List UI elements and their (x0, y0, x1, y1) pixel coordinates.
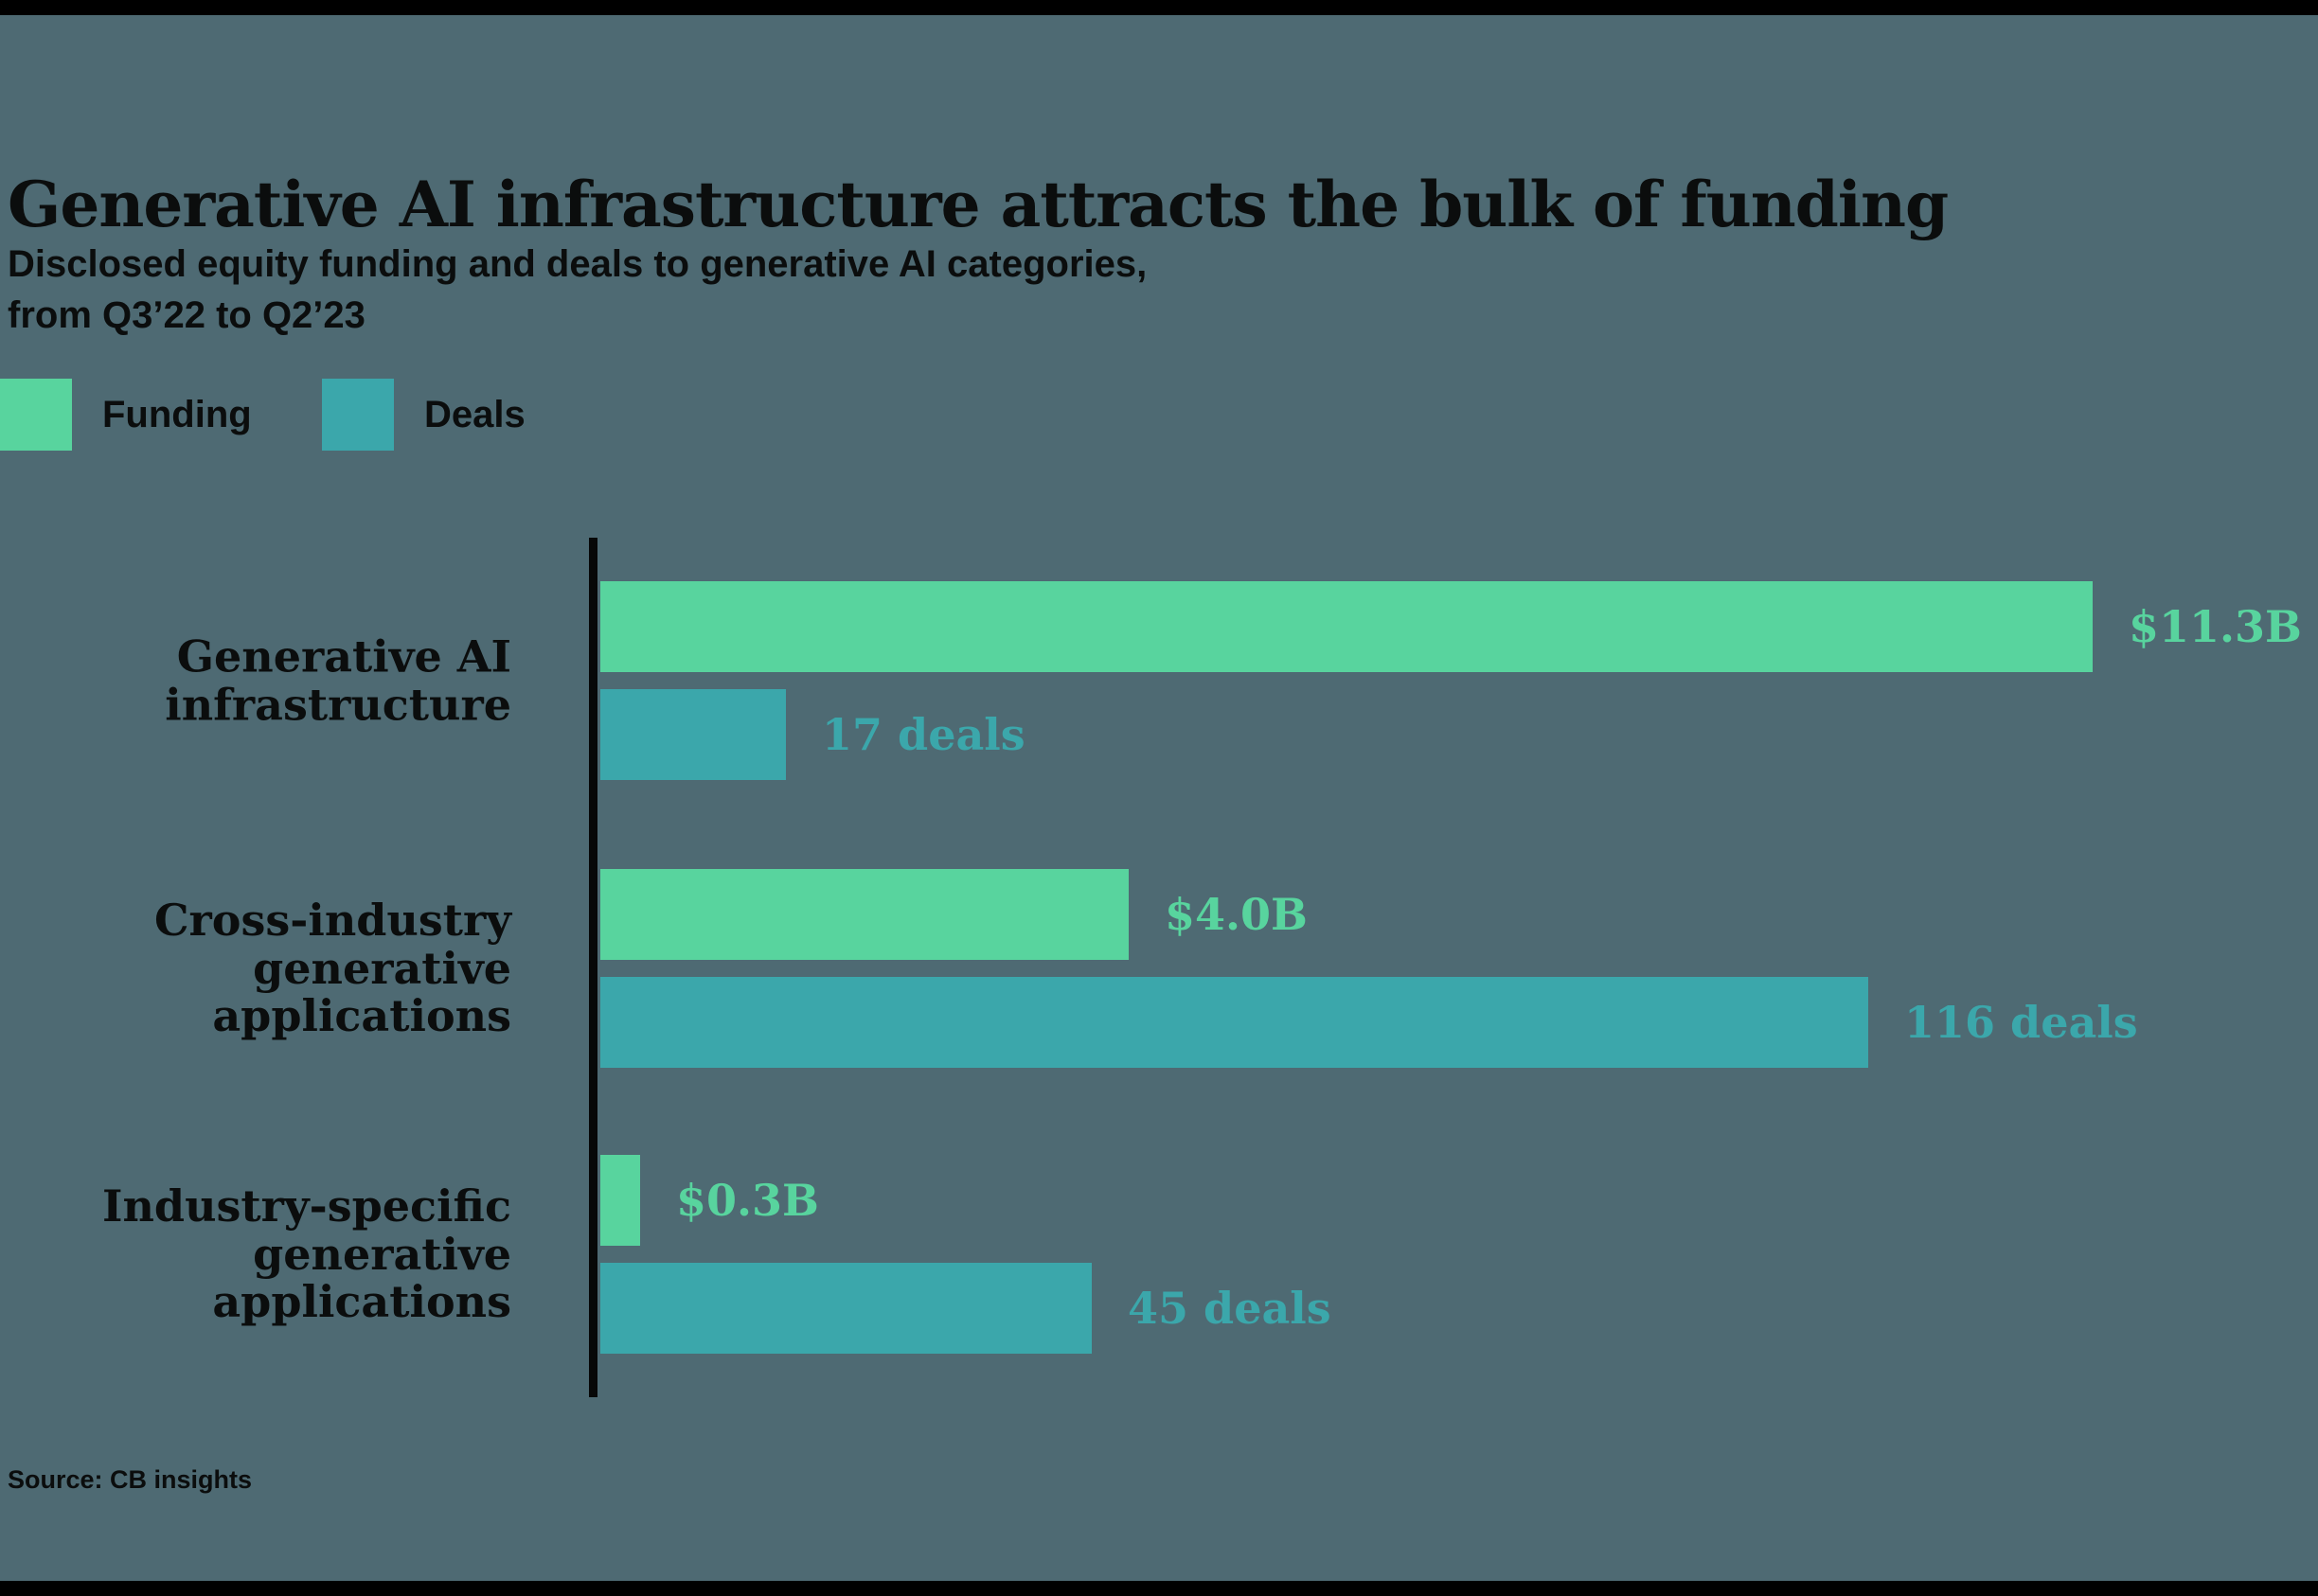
deals-value-label: 45 deals (1128, 1283, 1331, 1334)
source-note: Source: CB insights (8, 1465, 253, 1494)
deals-bar (600, 1263, 1092, 1354)
chart-title: Generative AI infrastructure attracts th… (8, 168, 1949, 242)
deals-value-label: 17 deals (822, 709, 1025, 760)
funding-bar (600, 869, 1129, 960)
category-label: Cross-industry generative applications (153, 895, 511, 1042)
y-axis-line (589, 538, 597, 1397)
deals-bar (600, 977, 1868, 1068)
deals-bar (600, 689, 786, 780)
funding-swatch-icon (0, 379, 72, 451)
legend-label-funding: Funding (102, 394, 252, 435)
top-black-strip (0, 0, 2318, 15)
legend-label-deals: Deals (424, 394, 526, 435)
funding-value-label: $11.3B (2129, 601, 2302, 652)
category-label: Industry-specific generative applications (101, 1180, 511, 1328)
funding-bar (600, 581, 2093, 672)
funding-bar (600, 1155, 640, 1246)
category-label: Generative AI infrastructure (165, 630, 511, 730)
bottom-black-strip (0, 1581, 2318, 1596)
chart-subtitle: Disclosed equity funding and deals to ge… (8, 243, 1148, 336)
funding-value-label: $0.3B (676, 1175, 819, 1226)
deals-value-label: 116 deals (1904, 997, 2138, 1048)
funding-value-label: $4.0B (1165, 889, 1308, 940)
deals-swatch-icon (322, 379, 394, 451)
